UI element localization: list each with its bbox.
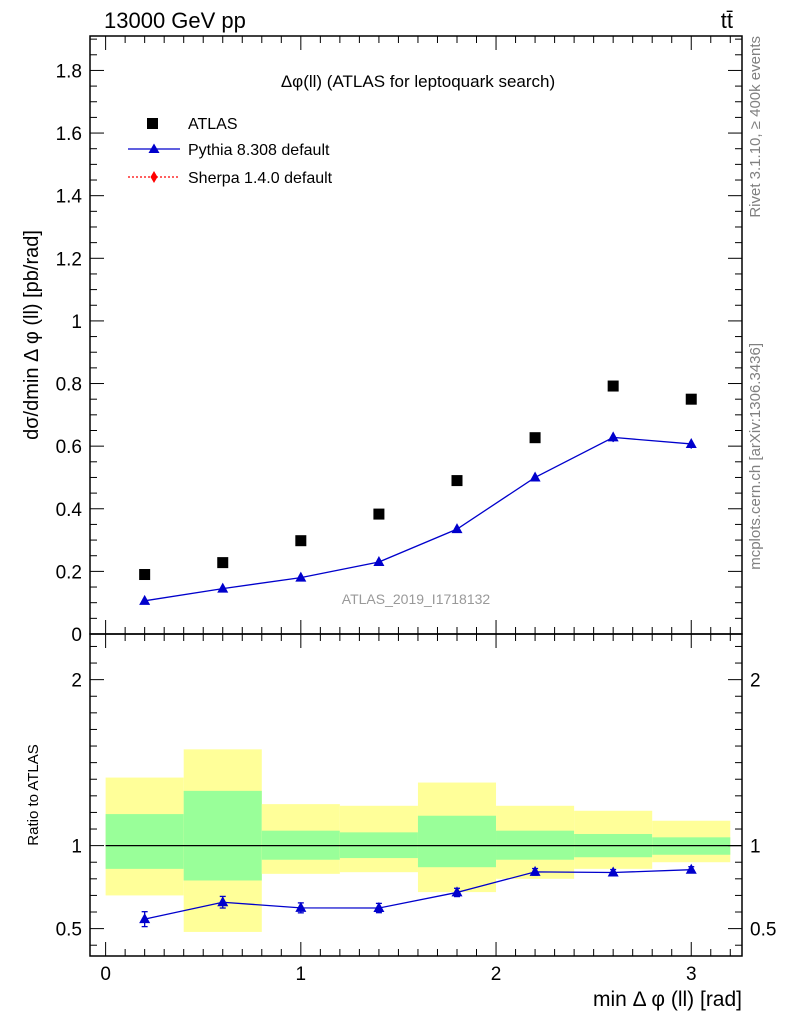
ratio-plot-frame [89, 633, 743, 957]
x-tick-label: 2 [491, 964, 502, 985]
process-label: tt̄ [721, 8, 733, 33]
y-tick-label: 1 [71, 312, 82, 333]
legend-pythia-label: Pythia 8.308 default [188, 142, 330, 159]
ratio-tick-label-left: 0.5 [56, 920, 82, 941]
x-tick-label: 0 [100, 964, 111, 985]
ratio-pythia-point [451, 886, 463, 897]
pythia-point [451, 523, 463, 534]
legend-pythia-marker [148, 143, 160, 153]
atlas-data-point [451, 475, 463, 487]
ratio-pythia-point [139, 913, 151, 924]
ratio-band-inner [417, 815, 497, 868]
y-tick-label: 0 [71, 625, 82, 646]
x-axis-title: min Δ φ (ll) [rad] [593, 988, 742, 1011]
analysis-tag: ATLAS_2019_I1718132 [342, 591, 491, 607]
pythia-point [607, 431, 619, 442]
pythia-point [217, 582, 229, 593]
ratio-y-axis-title: Ratio to ATLAS [25, 744, 42, 845]
chart-title: Δφ(ll) (ATLAS for leptoquark search) [281, 72, 555, 91]
ratio-band-inner [183, 790, 262, 881]
pythia-point [139, 594, 151, 605]
legend-sherpa-label: Sherpa 1.4.0 default [188, 170, 333, 187]
ratio-tick-label-left: 1 [71, 837, 82, 858]
y-tick-label: 1.2 [56, 249, 82, 270]
pythia-point [685, 437, 697, 448]
y-tick-label: 1.6 [56, 124, 82, 145]
y-tick-label: 0.4 [56, 500, 83, 521]
legend-sherpa-marker [150, 171, 158, 183]
ratio-tick-label-right: 0.5 [750, 920, 776, 941]
atlas-data-point [529, 432, 541, 444]
ratio-pythia-point [685, 863, 697, 874]
energy-label: 13000 GeV pp [104, 8, 246, 33]
atlas-data-point [373, 508, 385, 520]
ratio-tick-label-left: 2 [71, 671, 82, 692]
ratio-pythia-point [295, 901, 307, 912]
pythia-point [295, 571, 307, 582]
pythia-series-line [144, 436, 692, 602]
legend-atlas-label: ATLAS [188, 116, 238, 133]
ratio-band-inner [105, 814, 184, 869]
x-tick-label: 3 [686, 964, 697, 985]
rivet-label: Rivet 3.1.10, ≥ 400k events [747, 36, 764, 218]
ratio-pythia-point [373, 902, 385, 913]
y-tick-label: 0.8 [56, 375, 82, 396]
pythia-point [373, 555, 385, 566]
y-axis-title: dσ/dmin Δ φ (ll) [pb/rad] [21, 230, 43, 440]
atlas-data-point [139, 569, 151, 581]
ratio-pythia-point [529, 865, 541, 876]
y-tick-label: 1.4 [56, 187, 83, 208]
x-tick-label: 1 [296, 964, 307, 985]
y-tick-label: 1.8 [56, 61, 82, 82]
ratio-pythia-point [217, 896, 229, 907]
y-tick-label: 0.2 [56, 562, 82, 583]
pythia-point [529, 471, 541, 482]
ratio-tick-label-right: 1 [750, 837, 761, 858]
mcplots-label: mcplots.cern.ch [arXiv:1306.3436] [747, 343, 764, 570]
atlas-data-point [607, 380, 619, 392]
ratio-pythia-line [144, 869, 692, 920]
y-tick-label: 0.6 [56, 437, 82, 458]
ratio-pythia-point [607, 866, 619, 877]
ratio-tick-label-right: 2 [750, 671, 761, 692]
atlas-data-point [295, 535, 307, 547]
legend-atlas-marker [147, 118, 158, 129]
atlas-data-point [217, 557, 229, 569]
atlas-data-point [685, 393, 697, 405]
